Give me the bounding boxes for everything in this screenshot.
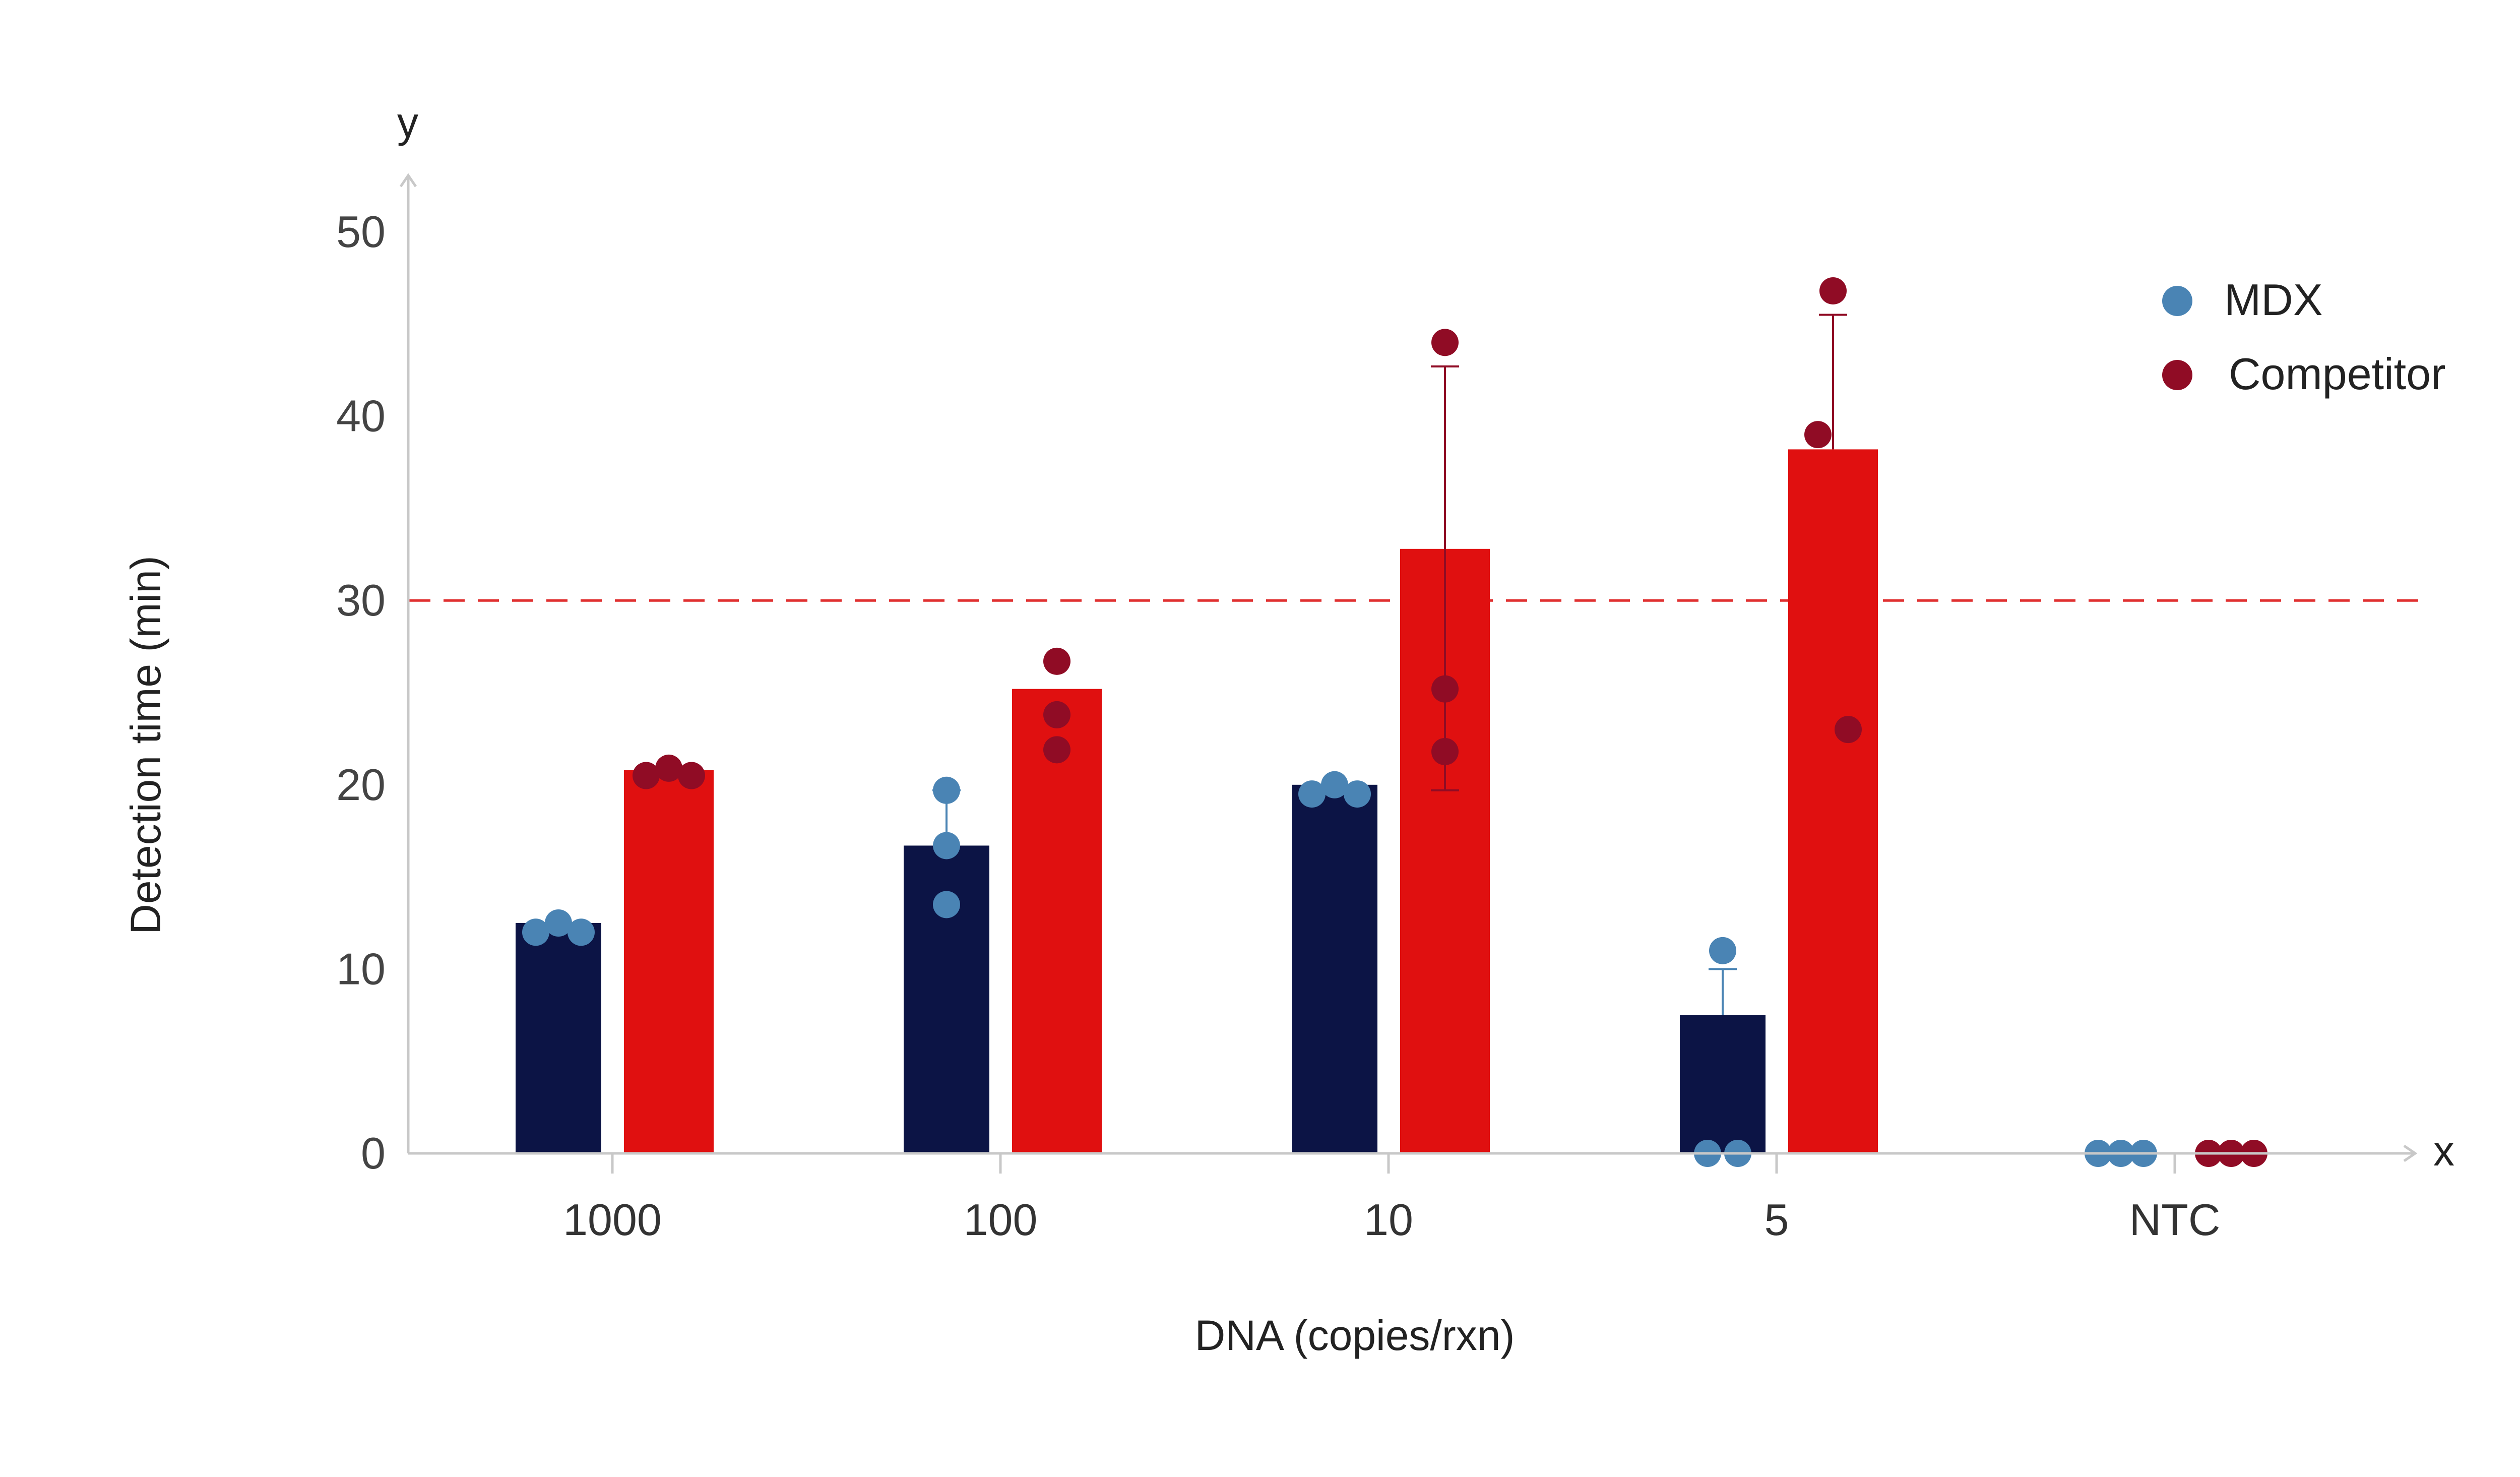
x-tick-label: 1000 (563, 1195, 662, 1245)
y-axis-title: Detection time (min) (122, 556, 169, 935)
mdx-data-point (1344, 780, 1371, 808)
y-axis-letter: y (397, 99, 418, 146)
mdx-bar (1292, 784, 1377, 1153)
competitor-data-point (1043, 736, 1070, 764)
competitor-data-point (1835, 716, 1862, 744)
mdx-bar (516, 923, 601, 1153)
x-tick-label: 10 (1364, 1195, 1413, 1245)
mdx-data-point (545, 909, 572, 937)
mdx-data-point (1298, 780, 1326, 808)
competitor-data-point (1819, 277, 1847, 304)
competitor-bar (1788, 449, 1878, 1154)
mdx-data-point (522, 918, 549, 946)
y-axis-arrow (399, 173, 417, 188)
competitor-data-point (1043, 647, 1070, 675)
x-tick-label: 5 (1765, 1195, 1789, 1245)
competitor-bar (624, 770, 714, 1153)
x-axis-title: DNA (copies/rxn) (1195, 1312, 1515, 1359)
y-tick-label: 0 (361, 1128, 386, 1178)
x-tick-label: 100 (964, 1195, 1038, 1245)
legend-competitor-label: Competitor (2229, 349, 2445, 399)
mdx-data-point (933, 891, 960, 918)
y-tick-label: 20 (336, 760, 386, 810)
competitor-data-point (655, 754, 682, 782)
y-tick-label: 10 (336, 944, 386, 994)
competitor-data-point (1431, 329, 1459, 356)
x-axis-arrow (2403, 1144, 2418, 1162)
competitor-data-point (1431, 675, 1459, 703)
mdx-bar (1680, 1015, 1766, 1153)
mdx-data-point (568, 918, 595, 946)
x-tick-label: NTC (2129, 1195, 2221, 1245)
mdx-data-point (1709, 937, 1736, 964)
legend-competitor-marker (2162, 360, 2192, 390)
mdx-data-point (1321, 771, 1348, 798)
legend-mdx-marker (2162, 286, 2192, 316)
y-tick-label: 40 (336, 391, 386, 441)
y-tick-label: 30 (336, 575, 386, 625)
y-tick-label: 50 (336, 207, 386, 257)
competitor-bar (1012, 689, 1102, 1153)
competitor-data-point (1804, 421, 1832, 449)
competitor-data-point (1431, 737, 1459, 765)
x-axis-letter: x (2433, 1127, 2454, 1175)
legend: MDX Competitor (2162, 275, 2445, 399)
competitor-data-point (678, 762, 705, 789)
legend-mdx-label: MDX (2224, 275, 2323, 325)
competitor-data-point (633, 762, 660, 789)
mdx-data-point (933, 776, 960, 804)
competitor-data-point (1043, 701, 1070, 728)
mdx-data-point (933, 832, 960, 859)
